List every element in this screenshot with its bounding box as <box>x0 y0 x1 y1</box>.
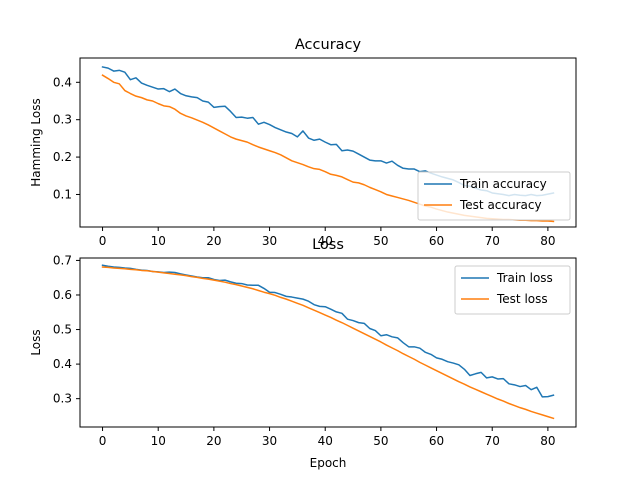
accuracy-y-tick-label: 0.4 <box>53 75 72 89</box>
accuracy-y-tick-label: 0.2 <box>53 150 72 164</box>
accuracy-x-tick-label: 70 <box>485 234 500 248</box>
loss-y-tick-label: 0.3 <box>53 392 72 406</box>
accuracy-panel: 0 10 20 30 40 50 60 70 80 0.1 0.2 0.3 0.4 Accuracy Ham… <box>29 37 577 248</box>
train-loss-line <box>101 264 555 398</box>
accuracy-chart-title: Accuracy <box>295 37 362 53</box>
test-loss-line <box>101 266 555 420</box>
loss-panel: 0 10 20 30 40 50 60 70 80 0.3 0.4 0.5 0.6 0.7 Loss Loss… <box>29 237 577 470</box>
loss-x-tick-label: 60 <box>429 434 444 448</box>
accuracy-y-tick-label: 0.3 <box>53 113 72 127</box>
accuracy-x-tick-label: 50 <box>373 234 388 248</box>
test-accuracy-legend-label: Test accuracy <box>459 198 542 212</box>
loss-y-tick-label: 0.7 <box>53 253 72 267</box>
accuracy-x-tick-label: 60 <box>429 234 444 248</box>
loss-y-axis-label: Loss <box>29 329 43 355</box>
loss-x-tick-label: 30 <box>262 434 277 448</box>
accuracy-x-tick-label: 0 <box>99 234 107 248</box>
loss-series-group <box>101 264 555 420</box>
loss-legend: Train loss Test loss <box>454 265 571 315</box>
train-loss-legend-label: Train loss <box>496 271 553 285</box>
loss-x-tick-label: 50 <box>373 434 388 448</box>
loss-y-tick-label: 0.6 <box>53 288 72 302</box>
loss-x-tick-label: 70 <box>485 434 500 448</box>
accuracy-y-tick-label: 0.1 <box>53 187 72 201</box>
loss-x-tick-label: 80 <box>540 434 555 448</box>
accuracy-x-tick-label: 30 <box>262 234 277 248</box>
loss-y-tick-label: 0.5 <box>53 323 72 337</box>
loss-chart-title: Loss <box>312 237 344 253</box>
accuracy-y-axis-label: Hamming Loss <box>29 98 43 186</box>
test-loss-legend-label: Test loss <box>496 292 548 306</box>
accuracy-axes-frame <box>79 57 577 228</box>
train-accuracy-legend-label: Train accuracy <box>459 177 547 191</box>
accuracy-legend-box <box>417 171 571 221</box>
loss-y-tick-label: 0.4 <box>53 357 72 371</box>
accuracy-x-tick-label: 20 <box>206 234 221 248</box>
accuracy-x-tick-label: 40 <box>318 234 333 248</box>
loss-x-tick-label: 0 <box>99 434 107 448</box>
accuracy-legend: Train accuracy Test accuracy <box>417 171 571 221</box>
accuracy-x-tick-label: 10 <box>151 234 166 248</box>
loss-x-tick-label: 10 <box>151 434 166 448</box>
loss-x-axis-label: Epoch <box>310 456 347 470</box>
loss-axes-frame <box>79 257 577 428</box>
loss-x-tick-label: 40 <box>318 434 333 448</box>
loss-x-tick-label: 20 <box>206 434 221 448</box>
accuracy-x-tick-label: 80 <box>540 234 555 248</box>
